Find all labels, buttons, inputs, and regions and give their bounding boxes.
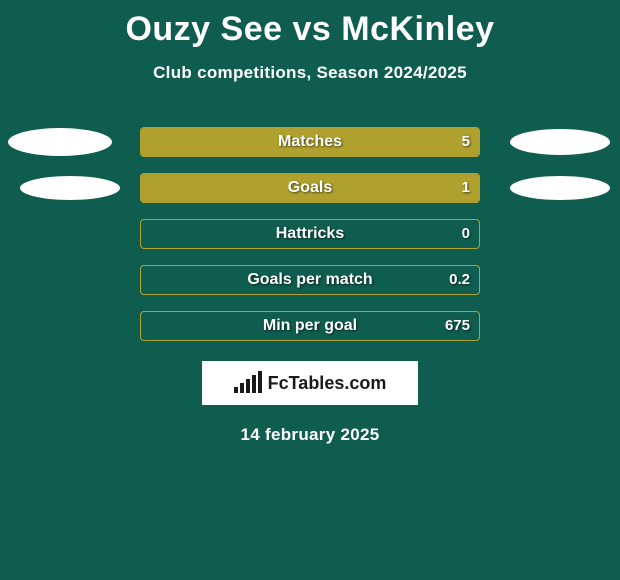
stat-row: Matches5 <box>0 127 620 157</box>
bar-track <box>140 219 480 249</box>
bar-track <box>140 127 480 157</box>
page-title: Ouzy See vs McKinley <box>0 0 620 49</box>
bar-chart-icon <box>234 373 262 393</box>
bar-track <box>140 265 480 295</box>
decorative-ellipse <box>8 128 112 156</box>
decorative-ellipse <box>510 176 610 200</box>
stat-row: Min per goal675 <box>0 311 620 341</box>
stat-row: Hattricks0 <box>0 219 620 249</box>
decorative-ellipse <box>510 129 610 155</box>
stats-rows: Matches5 Goals1 Hattricks0 Goals per match0… <box>0 127 620 341</box>
bar-track <box>140 311 480 341</box>
subtitle: Club competitions, Season 2024/2025 <box>0 63 620 83</box>
bar-fill <box>141 128 479 156</box>
logo-text: FcTables.com <box>268 373 387 394</box>
fctables-logo: FcTables.com <box>202 361 418 405</box>
bar-track <box>140 173 480 203</box>
stat-row: Goals1 <box>0 173 620 203</box>
decorative-ellipse <box>20 176 120 200</box>
bar-fill <box>141 174 479 202</box>
stat-row: Goals per match0.2 <box>0 265 620 295</box>
date-label: 14 february 2025 <box>0 425 620 445</box>
